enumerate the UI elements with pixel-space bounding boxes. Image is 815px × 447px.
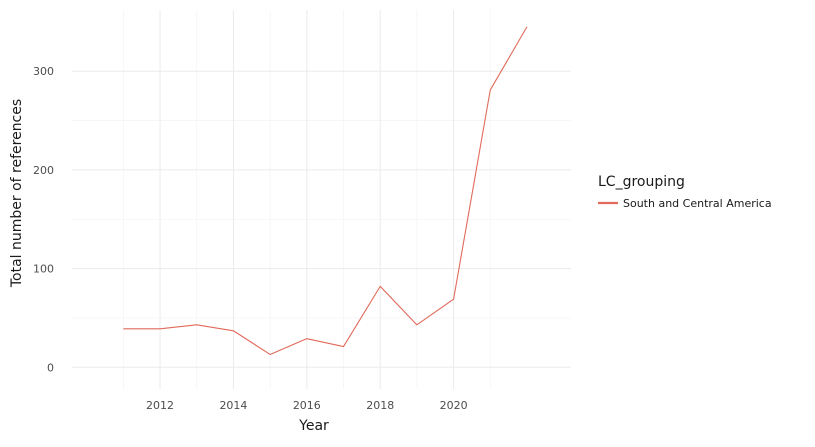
- legend-title: LC_grouping: [598, 174, 685, 190]
- y-tick-label: 0: [47, 361, 54, 374]
- y-tick-label: 200: [33, 164, 54, 177]
- y-axis-ticks: 0 100 200 300: [33, 65, 54, 374]
- y-tick-label: 100: [33, 263, 54, 276]
- y-tick-label: 300: [33, 65, 54, 78]
- x-tick-label: 2020: [440, 399, 468, 412]
- x-axis-ticks: 2012 2014 2016 2018 2020: [146, 399, 468, 412]
- y-axis-title: Total number of references: [9, 99, 25, 288]
- legend: LC_grouping South and Central America: [598, 174, 772, 210]
- x-tick-label: 2018: [366, 399, 394, 412]
- legend-label: South and Central America: [623, 197, 772, 210]
- x-tick-label: 2014: [219, 399, 247, 412]
- legend-items: South and Central America: [598, 197, 772, 210]
- grid-lines: [72, 10, 571, 389]
- series-lines: [123, 26, 528, 356]
- x-tick-label: 2016: [293, 399, 321, 412]
- x-axis-title: Year: [298, 418, 329, 434]
- x-tick-label: 2012: [146, 399, 174, 412]
- series-line: [123, 26, 528, 356]
